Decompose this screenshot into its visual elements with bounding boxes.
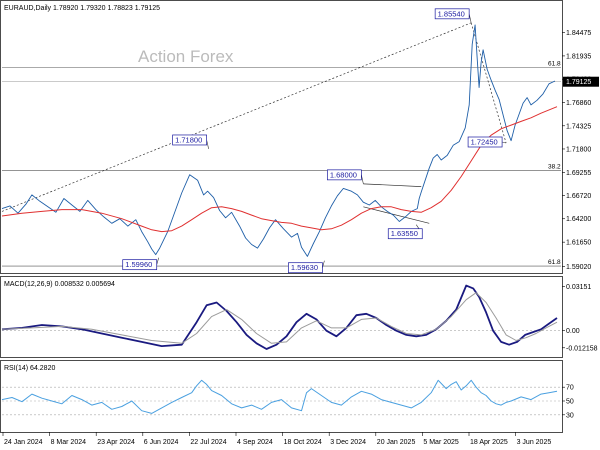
x-tick-label: 22 Jul 2024 [190, 439, 226, 446]
annotation-box [172, 134, 207, 146]
y-tick-label: 1.69255 [566, 170, 591, 177]
series-line-rsi [1, 379, 558, 414]
annotation-box [387, 228, 423, 240]
macd-panel-frame [0, 276, 563, 358]
y-tick-label: 1.71800 [566, 146, 591, 153]
x-tick-label: 24 Jan 2024 [4, 439, 43, 446]
annotation-leader [502, 141, 507, 144]
annotation-box [326, 169, 362, 181]
x-tick-label: 6 Jun 2024 [144, 439, 179, 446]
current-price-box [563, 76, 599, 87]
annotation-label: 1.59630 [291, 263, 318, 272]
price-layer: 1.844751.819351.794001.768601.743251.718… [1, 8, 599, 274]
x-tick-label: 23 Apr 2024 [97, 439, 135, 446]
x-tick-label: 3 Jun 2025 [517, 439, 552, 446]
x-axis: 24 Jan 2024 8 Mar 2024 23 Apr 2024 6 Jun 20… [2, 432, 552, 446]
macd-layer: 0.03151 0.00 -0.012158 [1, 284, 598, 352]
trend-line-dotted [1, 22, 472, 212]
y-tick-label: -0.012158 [566, 345, 598, 352]
fib-level-label: 61.8 [548, 60, 561, 67]
annotation-label: 1.85540 [438, 9, 465, 18]
y-tick-label: 1.81935 [566, 53, 591, 60]
y-tick-label: 0.00 [566, 328, 580, 335]
annotation-label: 1.72450 [471, 138, 498, 147]
x-tick-label: 18 Apr 2025 [470, 439, 508, 446]
rsi-panel-title: RSI(14) 64.2820 [4, 365, 55, 372]
rsi-panel-frame [0, 360, 563, 433]
x-tick-label: 5 Mar 2025 [423, 439, 459, 446]
pattern-line [363, 206, 430, 224]
y-tick-label: 30 [566, 412, 574, 419]
watermark: Action Forex [138, 47, 234, 66]
annotation-box [434, 8, 470, 20]
annotation-label: 1.59960 [125, 260, 152, 269]
y-tick-label: 50 [566, 399, 574, 406]
y-tick-label: 1.84475 [566, 30, 591, 37]
y-tick-label: 1.61650 [566, 240, 591, 247]
annotation-box [288, 262, 323, 274]
annotation-label: 1.68000 [330, 170, 357, 179]
y-tick-label: 1.76860 [566, 100, 591, 107]
y-tick-label: 1.64200 [566, 216, 591, 223]
x-tick-label: 4 Sep 2024 [237, 439, 273, 446]
y-tick-label: 1.66720 [566, 193, 591, 200]
annotation-label: 1.71800 [175, 135, 202, 144]
y-tick-label: 0.03151 [566, 284, 591, 291]
series-line-close [1, 24, 556, 257]
y-tick-label: 1.59020 [566, 264, 591, 271]
macd-panel-title: MACD(12,26,9) 0.008532 0.005694 [4, 281, 115, 288]
x-tick-label: 18 Oct 2024 [284, 439, 322, 446]
fib-level-label: 61.8 [548, 259, 561, 266]
series-line-moving-average [1, 106, 558, 233]
series-line-signal [1, 292, 558, 344]
annotation-box [122, 259, 158, 271]
series-line-macd [1, 284, 558, 350]
x-tick-label: 20 Jan 2025 [377, 439, 416, 446]
x-tick-label: 8 Mar 2024 [51, 439, 87, 446]
rsi-layer: 70 50 30 [1, 379, 574, 419]
trend-line-dotted [470, 22, 507, 144]
annotation-box [467, 136, 503, 148]
fib-level-label: 38.2 [548, 164, 561, 171]
x-tick-label: 3 Dec 2024 [330, 439, 366, 446]
y-tick-label: 70 [566, 385, 574, 392]
y-tick-label: 1.74325 [566, 123, 591, 130]
current-price-label: 1.79125 [566, 79, 591, 86]
annotation-label: 1.63550 [391, 229, 418, 238]
price-panel-title: EURAUD,Daily 1.78920 1.79320 1.78823 1.7… [4, 5, 160, 12]
pattern-line [363, 183, 422, 187]
